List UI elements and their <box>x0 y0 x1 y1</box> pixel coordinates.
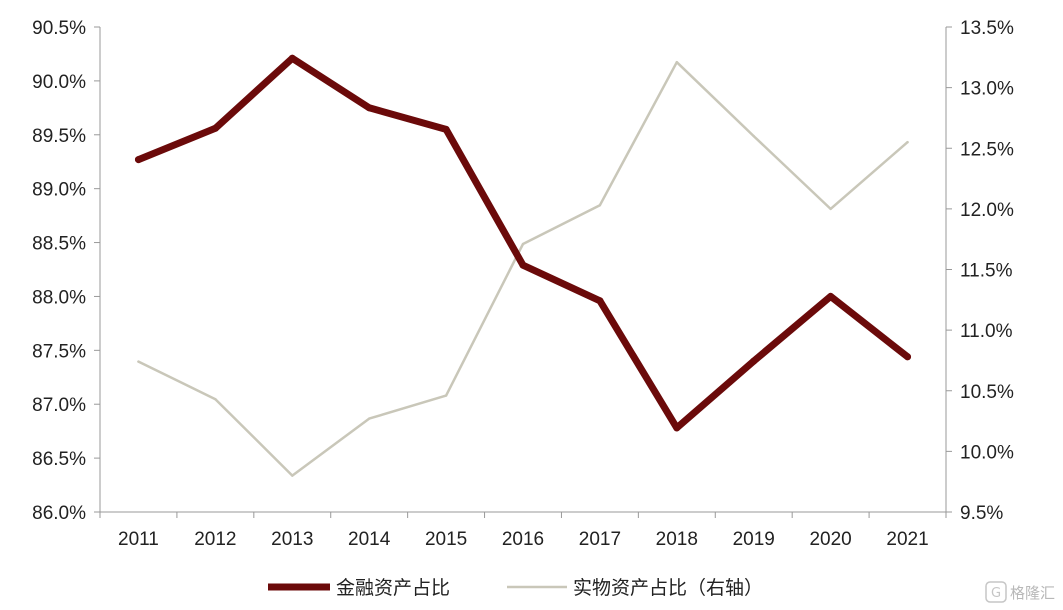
left-y-tick-label: 87.0% <box>32 395 86 416</box>
data-point-physical-assets <box>521 242 525 246</box>
data-point-financial-assets <box>134 156 142 164</box>
data-point-financial-assets <box>750 357 758 365</box>
data-point-physical-assets <box>906 140 909 144</box>
x-tick-label: 2019 <box>733 529 775 550</box>
left-y-tick-label: 87.5% <box>32 341 86 362</box>
left-y-tick-label: 90.0% <box>32 72 86 93</box>
data-point-physical-assets <box>829 207 832 211</box>
data-point-physical-assets <box>752 134 755 138</box>
left-y-tick-label: 86.5% <box>32 449 86 470</box>
left-y-tick-label: 89.5% <box>32 126 86 147</box>
right-y-tick-label: 13.5% <box>960 18 1014 39</box>
watermark: G 格隆汇 <box>985 581 1055 603</box>
x-tick-label: 2012 <box>194 529 236 550</box>
x-tick-label: 2015 <box>425 529 467 550</box>
series-layer <box>134 54 912 477</box>
legend: 金融资产占比 实物资产占比（右轴） <box>268 577 763 599</box>
left-y-tick-label: 89.0% <box>32 180 86 201</box>
x-tick-label: 2018 <box>656 529 698 550</box>
left-y-tick-label: 90.5% <box>32 18 86 39</box>
left-y-tick-label: 88.0% <box>32 287 86 308</box>
x-tick-label: 2016 <box>502 529 544 550</box>
data-point-physical-assets <box>675 60 679 64</box>
x-ticks: 2011 2012 2013 2014 2015 2016 2017 2018 2019 2020… <box>99 512 947 550</box>
right-y-ticks: 9.5% 10.0% 10.5% 11.0% 11.5% 12.0% 12.5% 13.0% 1… <box>946 18 1014 524</box>
data-point-physical-assets <box>291 474 294 477</box>
data-point-financial-assets <box>288 54 296 62</box>
x-tick-label: 2014 <box>348 529 391 550</box>
right-y-tick-label: 10.5% <box>960 382 1014 403</box>
x-tick-label: 2011 <box>118 529 159 550</box>
data-point-financial-assets <box>827 292 835 300</box>
data-point-financial-assets <box>442 125 450 133</box>
right-y-tick-label: 12.5% <box>960 139 1014 160</box>
right-y-tick-label: 13.0% <box>960 79 1014 100</box>
x-tick-label: 2021 <box>886 529 928 550</box>
x-tick-label: 2013 <box>271 529 313 550</box>
right-y-tick-label: 12.0% <box>960 200 1014 221</box>
data-point-physical-assets <box>598 204 602 207</box>
data-point-financial-assets <box>673 424 681 432</box>
data-point-financial-assets <box>904 353 912 361</box>
data-point-physical-assets <box>137 360 140 363</box>
data-point-financial-assets <box>365 104 373 112</box>
data-point-physical-assets <box>444 394 448 397</box>
right-y-tick-label: 11.5% <box>960 261 1013 282</box>
data-point-financial-assets <box>519 261 527 269</box>
data-point-financial-assets <box>211 124 219 132</box>
legend-label-financial-assets: 金融资产占比 <box>336 577 450 599</box>
watermark-logo-icon <box>985 581 1007 603</box>
watermark-text: 格隆汇 <box>1010 584 1055 602</box>
right-y-tick-label: 11.0% <box>960 321 1013 342</box>
right-y-tick-label: 9.5% <box>960 503 1003 524</box>
data-point-financial-assets <box>596 297 604 305</box>
axes <box>99 27 947 513</box>
x-tick-label: 2020 <box>809 529 851 550</box>
left-y-tick-label: 88.5% <box>32 234 86 255</box>
legend-label-physical-assets: 实物资产占比（右轴） <box>573 577 763 599</box>
left-y-tick-label: 86.0% <box>32 503 86 524</box>
right-y-tick-label: 10.0% <box>960 442 1014 463</box>
data-point-physical-assets <box>367 417 371 420</box>
x-tick-label: 2017 <box>579 529 621 550</box>
watermark-logo-glyph: G <box>991 586 1001 601</box>
left-y-ticks: 86.0% 86.5% 87.0% 87.5% 88.0% 88.5% 89.0% 89.5%… <box>32 18 100 524</box>
data-point-physical-assets <box>214 398 217 401</box>
